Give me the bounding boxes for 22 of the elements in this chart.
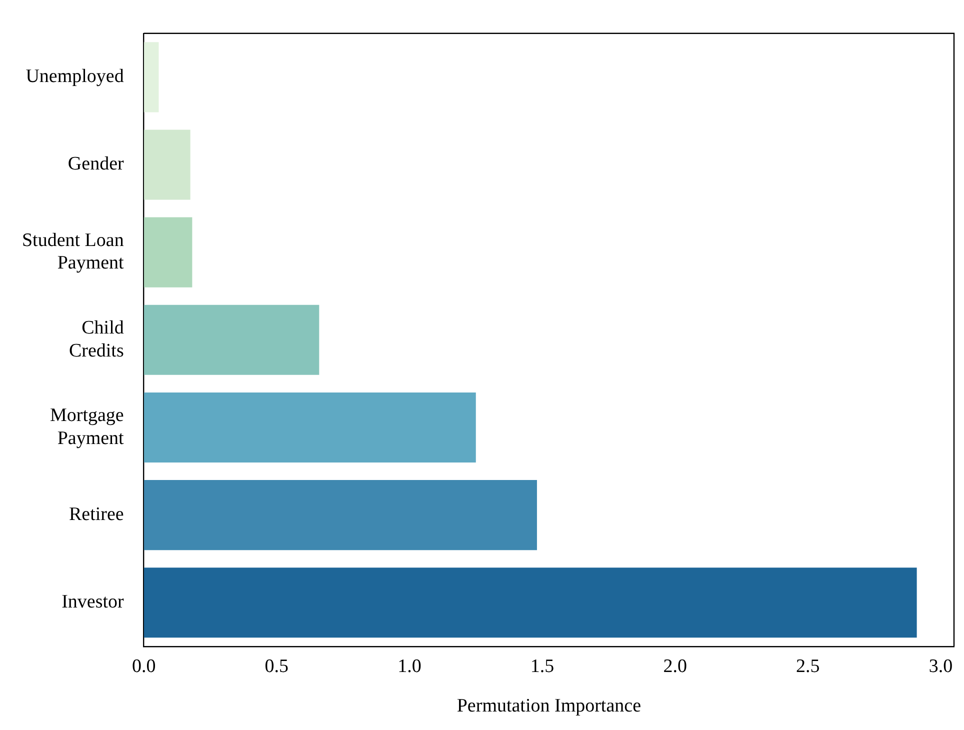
bar (144, 568, 917, 638)
y-tick-label: Unemployed (26, 66, 124, 88)
x-tick-label: 2.5 (796, 656, 820, 677)
x-tick-label: 0.5 (264, 656, 289, 677)
y-tick-label: Child Credits (68, 317, 124, 362)
bar (144, 217, 192, 288)
bar (144, 480, 537, 550)
y-tick-label: Investor (62, 592, 125, 613)
y-tick-label: Retiree (68, 504, 124, 526)
y-tick-label: Student Loan Payment (22, 230, 125, 274)
x-tick-label: 2.0 (663, 656, 687, 677)
x-tick-label: 1.0 (398, 656, 422, 677)
bar (144, 392, 476, 462)
x-tick-label: 1.5 (530, 656, 554, 677)
y-tick-label: Gender (68, 154, 125, 175)
bar (144, 304, 320, 375)
bar (144, 130, 190, 200)
x-tick-label: 0.0 (132, 656, 156, 677)
y-tick-label: Mortgage Payment (50, 405, 125, 449)
bar (144, 42, 159, 112)
x-tick-label: 3.0 (928, 656, 953, 677)
x-axis-title: Permutation Importance (456, 696, 641, 717)
